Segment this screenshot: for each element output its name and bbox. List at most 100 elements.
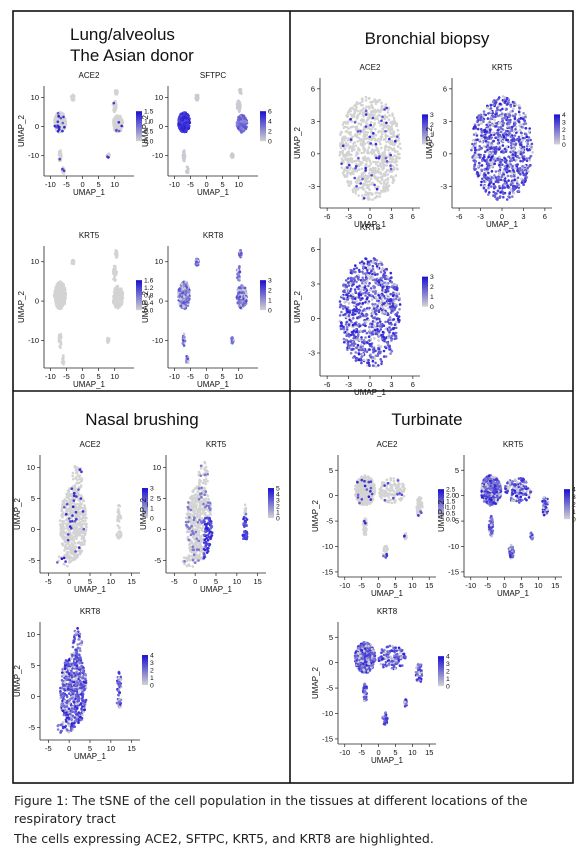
cell-point [360,167,364,171]
cell-point [372,160,375,164]
cell-point-expressing [482,145,486,148]
cell-point [363,142,367,145]
cell-point-expressing [494,125,498,128]
cell-point-expressing [513,147,516,151]
panel-title-bronchial: Bronchial biopsy [365,29,490,48]
cell-point [373,122,377,125]
cell-point [380,146,383,150]
cell-point-expressing [515,158,518,162]
cell-point [341,123,345,126]
cell-point-expressing [509,135,513,138]
cell-point [349,182,353,185]
cell-point-expressing [480,136,484,140]
cell-point [112,271,116,274]
y-tick-label: -3 [440,182,447,191]
cell-point [362,138,365,141]
color-legend-label: 2 [268,288,272,295]
cell-point-expressing [385,160,389,163]
cell-point-expressing [379,260,382,264]
cell-point-expressing [356,130,360,133]
cell-point-expressing [364,169,367,172]
figure-frame [12,10,574,784]
cell-point-expressing [374,302,377,306]
cell-point-expressing [492,131,495,135]
cell-point-expressing [523,168,527,172]
cell-point [383,114,387,117]
cell-point-expressing [524,115,527,119]
y-tick-label: 10 [31,257,39,266]
cell-point [374,153,377,157]
cell-point [59,151,62,155]
cell-point-expressing [365,277,369,280]
color-legend-label: 0 [268,139,272,146]
cell-point-expressing [527,130,531,133]
scatter-points [177,248,248,365]
cell-point [387,124,391,128]
cell-point [54,299,57,303]
cell-point-expressing [517,149,521,153]
y-tick-label: -3 [308,182,315,191]
cell-point-expressing [511,164,514,168]
cell-point-expressing [488,128,492,131]
cell-point-expressing [527,169,530,173]
cell-point [379,181,383,185]
cell-point-expressing [370,298,374,301]
cell-point-expressing [372,132,375,135]
cell-point-expressing [513,117,517,120]
cell-point-expressing [489,158,492,162]
cell-point-expressing [485,127,489,131]
cell-point [356,152,360,155]
cell-point-expressing [486,117,490,120]
cell-point-expressing [494,170,498,173]
gene-title: KRT8 [203,231,224,240]
cell-point [62,359,65,363]
cell-point-expressing [502,175,506,178]
cell-point [355,117,359,120]
cell-point-expressing [482,157,485,160]
cell-point [359,101,362,105]
cell-point [115,256,119,259]
cell-point-expressing [481,159,484,162]
cell-point-expressing [365,268,369,272]
cell-point [392,122,395,126]
cell-point-expressing [486,137,489,141]
cell-point-expressing [378,155,381,158]
cell-point [58,298,62,301]
cell-point [350,149,354,153]
cell-point [114,90,117,93]
cell-point-expressing [516,169,519,172]
y-tick-label: 6 [443,84,447,93]
cell-point [345,169,349,172]
cell-point-expressing [511,125,514,129]
cell-point [354,192,358,195]
cell-point-expressing [237,118,240,122]
cell-point [374,110,377,114]
cell-point-expressing [186,113,189,116]
cell-point-expressing [508,169,511,173]
x-axis-label: UMAP_1 [197,380,230,389]
cell-point-expressing [499,178,503,181]
cell-point [350,145,353,149]
cell-point [392,117,396,120]
cell-point-expressing [185,117,188,120]
x-axis-label: UMAP_1 [486,220,519,229]
cell-point-expressing [511,114,515,117]
cell-point-expressing [180,282,184,286]
cell-point [391,164,395,168]
cell-point [380,123,384,126]
cell-point-expressing [195,260,198,264]
cell-point-expressing [507,101,511,104]
cell-point-expressing [481,177,484,181]
cell-point-expressing [237,104,240,108]
x-tick-label: -3 [477,212,484,221]
x-axis-label: UMAP_1 [197,188,230,197]
cell-point-expressing [523,180,527,184]
cell-point-expressing [520,177,523,181]
cell-point-expressing [478,172,482,175]
cell-point [382,174,385,177]
cell-point-expressing [495,110,498,113]
cell-point [115,270,118,274]
cell-point-expressing [473,168,477,171]
